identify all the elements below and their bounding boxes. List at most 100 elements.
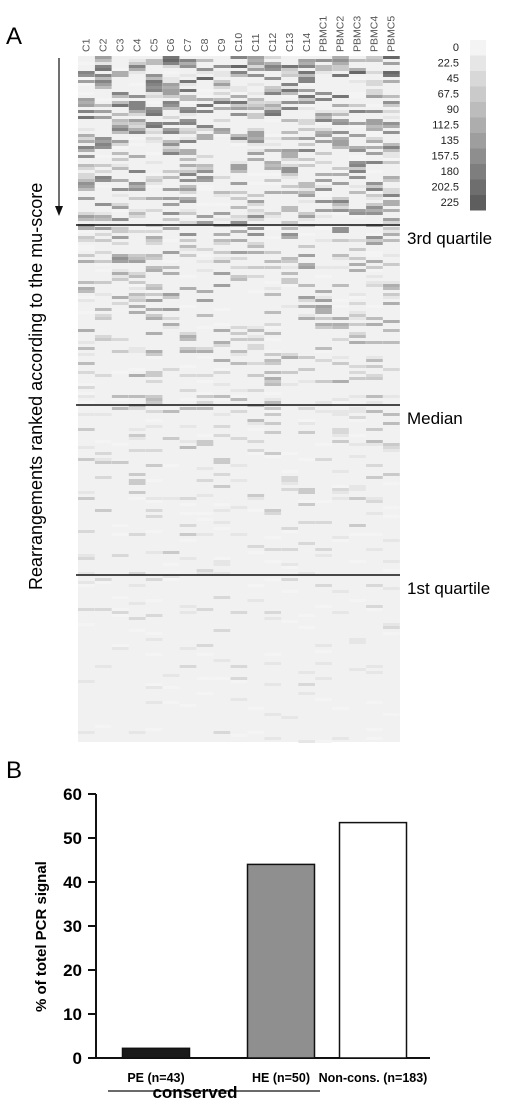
heatmap-cell	[230, 266, 248, 269]
heatmap-cell	[315, 644, 332, 647]
heatmap-cell	[162, 128, 180, 131]
color-scale-label: 157.5	[431, 151, 459, 163]
heatmap-cell	[349, 599, 366, 602]
heatmap-cell	[94, 578, 112, 581]
heatmap-cell	[128, 482, 146, 485]
heatmap-cell	[298, 572, 315, 575]
heatmap-cell	[315, 152, 332, 155]
color-scale-swatch	[470, 195, 486, 211]
heatmap-cell	[315, 359, 332, 362]
heatmap-cell	[349, 122, 366, 125]
heatmap-cell	[247, 233, 265, 236]
heatmap-cell	[94, 374, 112, 377]
heatmap-cell	[145, 350, 163, 353]
heatmap-cell	[247, 56, 265, 59]
heatmap-cell	[383, 200, 400, 203]
heatmap-cell	[78, 401, 95, 404]
heatmap-cell	[349, 641, 366, 644]
color-scale-label: 0	[453, 42, 459, 54]
heatmap-cell	[366, 500, 383, 503]
heatmap-cell	[162, 80, 180, 83]
heatmap-cell	[366, 260, 383, 263]
heatmap-cell	[298, 521, 315, 524]
heatmap-cell	[94, 143, 112, 146]
heatmap-cell	[111, 533, 129, 536]
heatmap-cell	[230, 170, 248, 173]
heatmap-cell	[366, 80, 383, 83]
heatmap-cell	[111, 152, 129, 155]
heatmap-cell	[298, 407, 315, 410]
heatmap-cell	[196, 290, 214, 293]
heatmap-cell	[332, 212, 349, 215]
heatmap-cell	[94, 239, 112, 242]
heatmap-cell	[281, 92, 299, 95]
heatmap-cell	[332, 59, 349, 62]
heatmap-cell	[247, 290, 265, 293]
heatmap-cell	[315, 65, 332, 68]
heatmap-cell	[315, 92, 332, 95]
heatmap-cell	[349, 434, 366, 437]
heatmap-cell	[349, 668, 366, 671]
heatmap-cell	[111, 131, 129, 134]
heatmap-cell	[281, 470, 299, 473]
heatmap-cell	[315, 698, 332, 701]
heatmap-cell	[383, 473, 400, 476]
heatmap-cell	[332, 182, 349, 185]
heatmap-cell	[111, 596, 129, 599]
heatmap-cell	[247, 83, 265, 86]
heatmap-cell	[281, 167, 299, 170]
heatmap-cell	[366, 254, 383, 257]
heatmap-cell	[78, 155, 95, 158]
heatmap-cell	[247, 497, 265, 500]
heatmap-cell	[281, 476, 299, 479]
heatmap-cell	[315, 161, 332, 164]
heatmap-cell	[349, 68, 366, 71]
heatmap-cell	[281, 173, 299, 176]
heatmap-cell	[196, 380, 214, 383]
heatmap-cell	[247, 707, 265, 710]
heatmap-cell	[264, 260, 282, 263]
heatmap-cell	[247, 194, 265, 197]
column-label: PBMC4	[369, 16, 381, 52]
heatmap-cell	[383, 188, 400, 191]
heatmap-cell	[349, 407, 366, 410]
heatmap-cell	[349, 377, 366, 380]
heatmap-cell	[94, 665, 112, 668]
heatmap-cell	[196, 89, 214, 92]
heatmap-cell	[78, 296, 95, 299]
heatmap-cell	[298, 683, 315, 686]
heatmap-cell	[230, 134, 248, 137]
heatmap-cell	[145, 83, 163, 86]
heatmap-cell	[332, 227, 349, 230]
heatmap-cell	[349, 365, 366, 368]
heatmap-cell	[162, 266, 180, 269]
heatmap-cell	[315, 311, 332, 314]
heatmap-y-axis-label: Rearrangements ranked according to the m…	[26, 183, 46, 590]
heatmap-cell	[94, 725, 112, 728]
heatmap-cell	[78, 260, 95, 263]
heatmap-cell	[315, 188, 332, 191]
heatmap-cell	[145, 209, 163, 212]
heatmap-cell	[196, 137, 214, 140]
bar-chart: 0 10 20 30 40 50 60 PE (n=43) HE (n=50) Non-cons.…	[63, 785, 430, 1092]
heatmap-cell	[383, 122, 400, 125]
heatmap-cell	[298, 488, 315, 491]
heatmap-cell	[383, 341, 400, 344]
heatmap-cell	[264, 392, 282, 395]
heatmap-cell	[162, 227, 180, 230]
color-scale-swatch	[470, 102, 486, 118]
heatmap-cell	[281, 305, 299, 308]
heatmap-cell	[349, 71, 366, 74]
heatmap-cell	[247, 449, 265, 452]
heatmap-cell	[281, 716, 299, 719]
heatmap-cell	[315, 134, 332, 137]
heatmap-cell	[179, 407, 197, 410]
heatmap-cell	[264, 737, 282, 740]
heatmap-cell	[94, 65, 112, 68]
heatmap-cell	[78, 146, 95, 149]
heatmap-cell	[179, 347, 197, 350]
heatmap-cell	[315, 584, 332, 587]
heatmap-cell	[145, 290, 163, 293]
heatmap-cell	[332, 143, 349, 146]
